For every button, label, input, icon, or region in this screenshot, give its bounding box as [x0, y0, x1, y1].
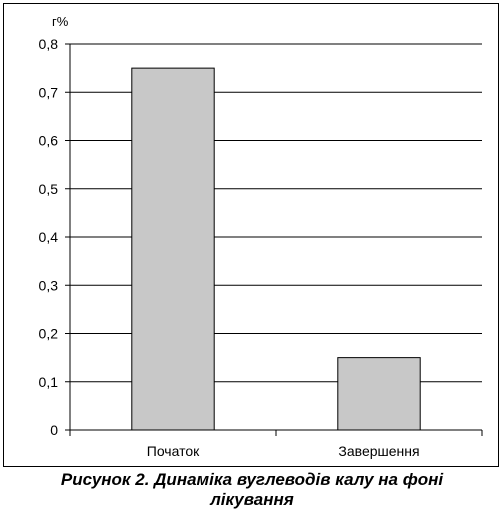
- y-tick-label: 0,5: [39, 181, 59, 197]
- y-tick-labels: 0 0,1 0,2 0,3 0,4 0,5 0,6 0,7 0,8: [39, 36, 59, 438]
- y-tick-label: 0,7: [39, 84, 59, 100]
- x-axis: Початок Завершення: [69, 44, 483, 459]
- bars: [131, 67, 421, 431]
- y-tick-label: 0,1: [39, 374, 59, 390]
- y-tick-label: 0: [50, 422, 58, 438]
- figure-caption: Рисунок 2. Динаміка вуглеводів калу на ф…: [0, 470, 504, 510]
- y-tick-label: 0,2: [39, 326, 59, 342]
- caption-line-1: Рисунок 2. Динаміка вуглеводів калу на ф…: [60, 470, 444, 489]
- y-tick-label: 0,3: [39, 277, 59, 293]
- y-tick-label: 0,8: [39, 36, 59, 52]
- x-tick-label: Завершення: [338, 443, 419, 459]
- bar: [337, 357, 421, 431]
- y-tick-label: 0,6: [39, 133, 59, 149]
- bar: [131, 67, 215, 431]
- x-tick-label: Початок: [147, 443, 200, 459]
- bar-chart: г% 0 0,1 0,2 0,3 0,4 0,5 0,6 0,7 0,8 Початок Заве…: [39, 14, 483, 459]
- y-unit-label: г%: [52, 14, 69, 29]
- y-tick-label: 0,4: [39, 229, 59, 245]
- caption-line-2: лікування: [210, 490, 294, 509]
- chart-frame: [3, 3, 499, 467]
